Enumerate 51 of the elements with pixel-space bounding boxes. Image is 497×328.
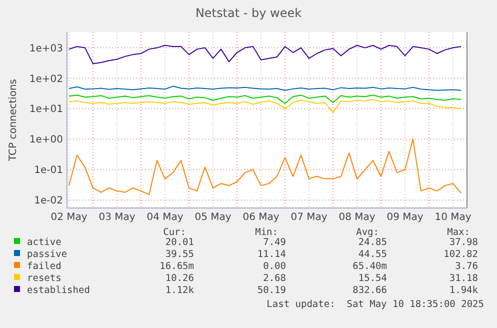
x-tick-label: 10 May xyxy=(434,212,472,223)
text: 0.00 xyxy=(263,261,286,272)
legend-label: established xyxy=(27,285,90,296)
text: 31.18 xyxy=(449,273,478,284)
text: 20.01 xyxy=(165,237,194,248)
text: 11.14 xyxy=(257,249,286,260)
legend-label: passive xyxy=(27,249,68,260)
x-tick-label: 09 May xyxy=(386,212,424,223)
text: 102.82 xyxy=(444,249,478,260)
x-tick-label: 05 May xyxy=(194,212,232,223)
y-tick-label: 1e+01 xyxy=(29,104,63,116)
text: 832.66 xyxy=(352,285,388,296)
text: Avg: xyxy=(356,227,379,238)
text: 44.55 xyxy=(358,249,387,260)
y-tick-label: 1e+02 xyxy=(29,74,63,85)
text: 7.49 xyxy=(263,237,286,248)
legend-label: active xyxy=(27,237,62,248)
text: Last update: Sat May 10 18:35:00 2025 xyxy=(266,299,484,310)
x-tick-label: 06 May xyxy=(242,212,280,223)
text: 2.68 xyxy=(263,273,286,284)
x-tick-label: 02 May xyxy=(50,212,88,223)
y-axis-title: TCP connections xyxy=(8,78,19,162)
line-series xyxy=(68,44,462,64)
text: 16.65m xyxy=(160,261,194,272)
line-series xyxy=(68,94,462,104)
text: 65.40m xyxy=(352,261,388,272)
x-tick-label: 08 May xyxy=(338,212,376,223)
text: Min: xyxy=(255,227,278,238)
text: 10.26 xyxy=(165,273,194,284)
legend-label: resets xyxy=(27,273,62,284)
x-tick-label: 03 May xyxy=(98,212,136,223)
text: 1.94k xyxy=(449,285,478,296)
text: 1.12k xyxy=(165,285,194,296)
text: Max: xyxy=(447,227,470,238)
y-tick-label: 1e+00 xyxy=(29,134,63,146)
text: 37.98 xyxy=(449,237,478,248)
chart-title: Netstat - by week xyxy=(195,6,302,20)
text: 24.85 xyxy=(358,237,387,248)
line-series xyxy=(68,138,462,196)
text: 39.55 xyxy=(165,249,194,260)
line-series xyxy=(68,99,462,114)
y-tick-label: 1e-01 xyxy=(34,165,63,176)
text: 50.19 xyxy=(257,285,286,296)
text: Cur: xyxy=(163,227,186,238)
legend-label: failed xyxy=(27,261,62,272)
y-tick-label: 1e-02 xyxy=(34,196,63,207)
x-tick-label: 04 May xyxy=(146,212,184,223)
text: 3.76 xyxy=(455,261,478,272)
text: 15.54 xyxy=(358,273,388,284)
x-tick-label: 07 May xyxy=(290,212,328,223)
y-tick-label: 1e+03 xyxy=(29,43,63,54)
